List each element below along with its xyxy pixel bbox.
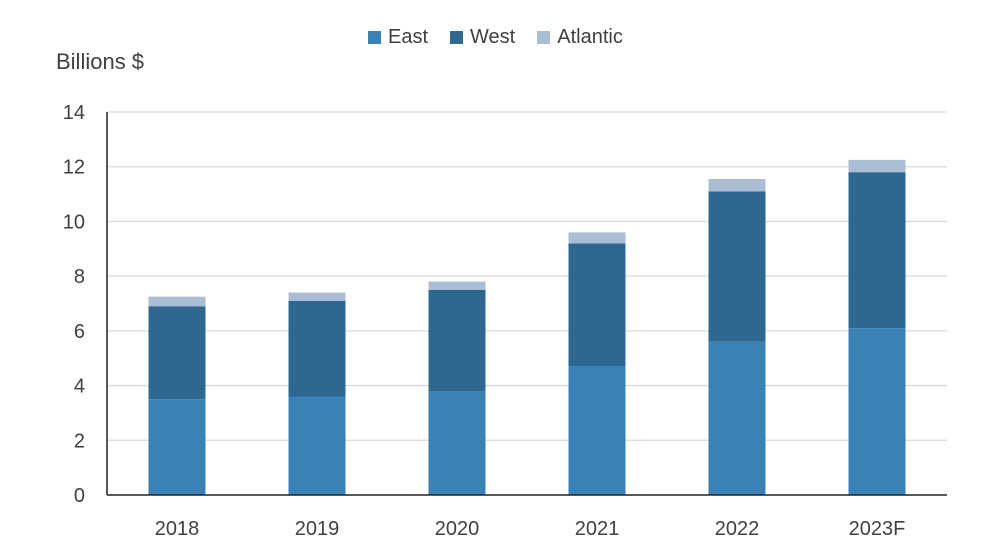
legend-item-east: East xyxy=(368,26,428,49)
y-tick-label: 4 xyxy=(74,376,85,398)
bar-east-2020 xyxy=(428,391,486,495)
legend: East West Atlantic xyxy=(368,26,645,49)
legend-label-east: East xyxy=(388,26,429,48)
bar-west-2018 xyxy=(148,306,206,400)
bar-west-2023f xyxy=(848,172,906,329)
bar-east-2022 xyxy=(708,341,766,495)
bar-atlantic-2022 xyxy=(708,179,766,192)
bar-east-2023f xyxy=(848,328,906,495)
bar-west-2020 xyxy=(428,289,486,392)
y-tick-label: 2 xyxy=(74,430,85,452)
y-tick-label: 14 xyxy=(63,102,85,124)
bar-east-2018 xyxy=(148,399,206,495)
y-axis-label: Billions $ xyxy=(56,49,145,74)
x-tick-label: 2022 xyxy=(715,518,760,540)
y-tick-label: 6 xyxy=(74,321,85,343)
legend-item-atlantic: Atlantic xyxy=(537,26,623,49)
bar-west-2019 xyxy=(288,300,346,397)
y-tick-label: 0 xyxy=(74,485,85,507)
legend-label-west: West xyxy=(470,26,516,48)
y-tick-label: 8 xyxy=(74,266,85,288)
x-tick-label: 2020 xyxy=(435,518,480,540)
bar-east-2019 xyxy=(288,396,346,495)
x-tick-label: 2019 xyxy=(295,518,340,540)
legend-swatch-west xyxy=(450,31,464,44)
bar-east-2021 xyxy=(568,366,626,495)
legend-item-west: West xyxy=(450,26,515,49)
bar-atlantic-2019 xyxy=(288,292,346,301)
x-tick-label: 2018 xyxy=(155,518,200,540)
bar-atlantic-2020 xyxy=(428,281,486,290)
y-tick-label: 10 xyxy=(63,211,85,233)
bar-atlantic-2018 xyxy=(148,296,206,307)
legend-label-atlantic: Atlantic xyxy=(557,26,623,48)
bar-atlantic-2021 xyxy=(568,232,626,244)
bar-west-2022 xyxy=(708,191,766,342)
legend-swatch-atlantic xyxy=(537,31,551,44)
x-tick-label: 2021 xyxy=(575,518,620,540)
legend-swatch-east xyxy=(368,31,381,44)
bar-west-2021 xyxy=(568,243,626,367)
bar-atlantic-2023f xyxy=(848,159,906,173)
y-tick-label: 12 xyxy=(63,157,85,179)
x-tick-label: 2023F xyxy=(849,518,906,540)
